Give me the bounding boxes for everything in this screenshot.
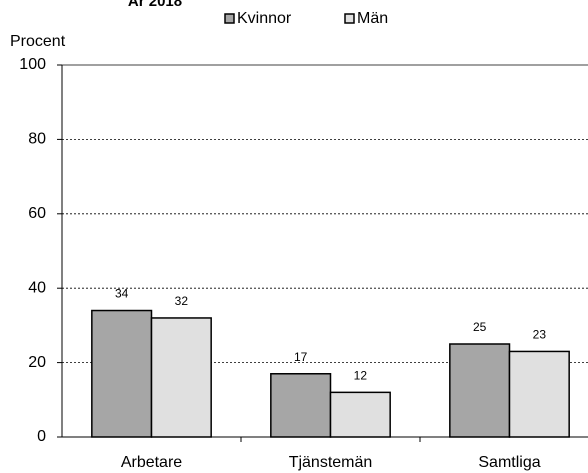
y-tick-label: 60 — [28, 205, 46, 222]
legend-label: Män — [357, 10, 388, 27]
value-label: 12 — [354, 369, 368, 383]
value-label: 34 — [115, 287, 129, 301]
x-tick-label: Tjänstemän — [289, 454, 373, 471]
legend-swatch — [224, 13, 235, 24]
bar — [150, 317, 212, 438]
y-tick-label: 20 — [28, 354, 46, 371]
value-label: 25 — [473, 320, 487, 334]
y-tick-label: 0 — [37, 428, 46, 445]
chart-title: År 2018 — [128, 0, 182, 10]
bar — [270, 373, 332, 438]
legend-swatch — [344, 13, 355, 24]
bar — [91, 309, 153, 438]
y-axis-label: Procent — [10, 33, 66, 50]
bar — [508, 350, 570, 438]
value-label: 32 — [175, 294, 189, 308]
y-tick-label: 100 — [19, 56, 46, 73]
y-tick-label: 80 — [28, 131, 46, 148]
x-tick-label: Samtliga — [478, 454, 540, 471]
bar — [449, 343, 511, 438]
bar — [329, 391, 391, 438]
value-label: 23 — [533, 328, 547, 342]
y-tick-label: 40 — [28, 279, 46, 296]
x-tick-label: Arbetare — [121, 454, 182, 471]
legend-label: Kvinnor — [237, 10, 292, 27]
value-label: 17 — [294, 350, 308, 364]
